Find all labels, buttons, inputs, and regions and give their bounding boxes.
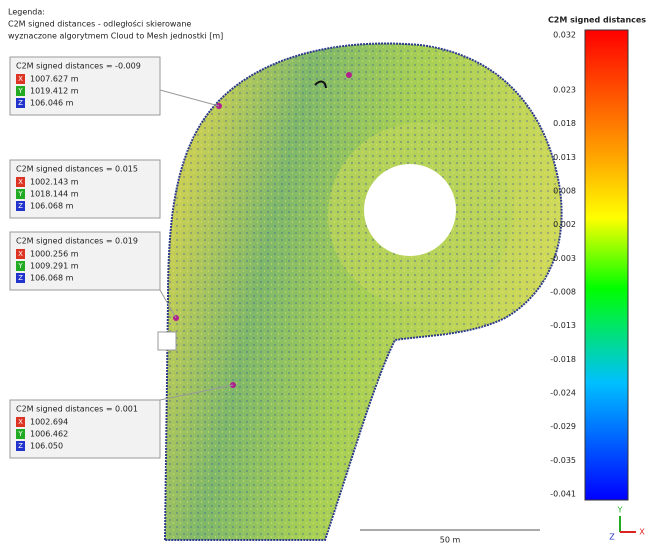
color-scale-tick: -0.013: [550, 321, 576, 330]
axis-letter: Z: [18, 202, 23, 210]
screen: Legenda: C2M signed distances - odległośc…: [0, 0, 649, 547]
color-scale-tick: -0.024: [550, 389, 576, 398]
coordinate: 1002.694: [30, 418, 68, 427]
color-scale-tick: 0.018: [553, 119, 576, 128]
legend-line: Legenda:: [8, 8, 45, 17]
axis-letter: Y: [17, 87, 23, 95]
axis-z: Z: [609, 533, 615, 542]
coordinate: 1019.412 m: [30, 87, 79, 96]
axis-letter: Y: [17, 430, 23, 438]
label-title: C2M signed distances = -0.009: [16, 62, 141, 71]
color-scale-tick: -0.018: [550, 355, 576, 364]
axis-letter: X: [18, 250, 23, 258]
color-scale-tick: 0.013: [553, 153, 576, 162]
axis-letter: Y: [17, 262, 23, 270]
coordinate: 1007.627 m: [30, 75, 79, 84]
point-cloud: [158, 43, 562, 540]
axis-letter: X: [18, 418, 23, 426]
color-scale-tick: 0.008: [553, 187, 576, 196]
color-scale-tick: 0.023: [553, 86, 576, 95]
axis-letter: X: [18, 178, 23, 186]
color-scale-tick: -0.003: [550, 254, 576, 263]
label-title: C2M signed distances = 0.019: [16, 237, 138, 246]
coordinate: 1009.291 m: [30, 262, 79, 271]
axis-letter: Z: [18, 99, 23, 107]
label-title: C2M signed distances = 0.001: [16, 405, 138, 414]
axis-letter: Z: [18, 442, 23, 450]
color-scale-tick: 0.002: [553, 220, 576, 229]
coordinate: 106.068 m: [30, 202, 74, 211]
coordinate: 1006.462: [30, 430, 68, 439]
axis-y: Y: [617, 506, 623, 515]
scale-bar-label: 50 m: [440, 536, 461, 545]
color-scale-tick: -0.041: [550, 490, 576, 499]
legend-line: wyznaczone algorytmem Cloud to Mesh jedn…: [8, 32, 223, 41]
coordinate: 106.046 m: [30, 99, 74, 108]
color-scale-tick: -0.035: [550, 456, 576, 465]
color-scale-tick: 0.032: [553, 31, 576, 40]
coordinate: 1018.144 m: [30, 190, 79, 199]
color-scale-tick: -0.008: [550, 288, 576, 297]
coordinate: 106.068 m: [30, 274, 74, 283]
axis-letter: X: [18, 75, 23, 83]
axis-x: X: [639, 528, 645, 537]
axis-letter: Y: [17, 190, 23, 198]
label-title: C2M signed distances = 0.015: [16, 165, 138, 174]
coordinate: 1002.143 m: [30, 178, 79, 187]
legend-line: C2M signed distances - odległości skiero…: [8, 19, 191, 29]
color-scale-title: C2M signed distances: [548, 16, 646, 25]
axis-letter: Z: [18, 274, 23, 282]
color-scale-bar: [585, 30, 628, 500]
color-scale-tick: -0.029: [550, 422, 576, 431]
coordinate: 106.050: [30, 442, 63, 451]
coordinate: 1000.256 m: [30, 250, 79, 259]
